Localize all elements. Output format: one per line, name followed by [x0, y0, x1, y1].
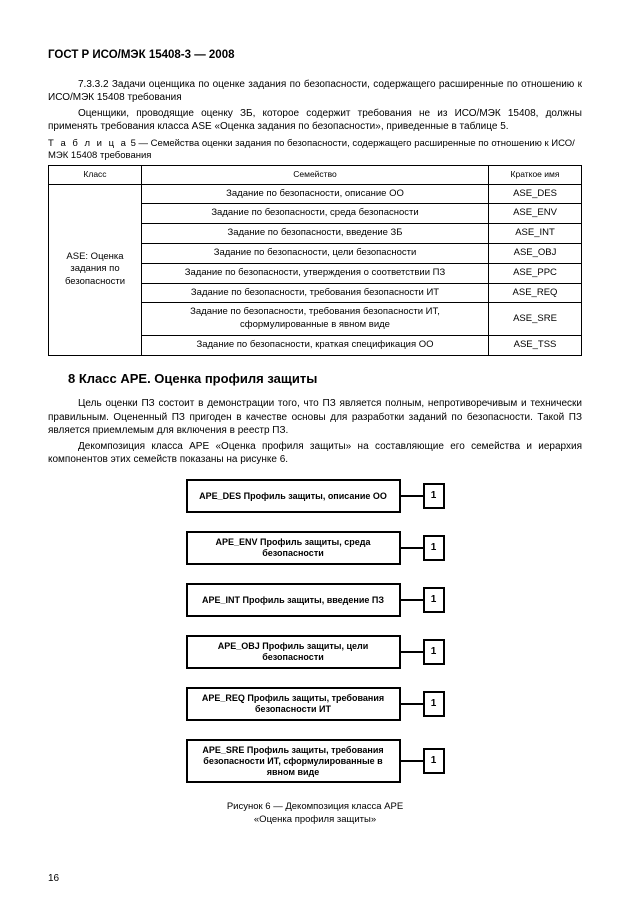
- diagram-row: APE_SRE Профиль защиты, требования безоп…: [48, 739, 582, 783]
- paragraph-goal: Цель оценки ПЗ состоит в демонстрации то…: [48, 397, 582, 438]
- cell-family: Задание по безопасности, цели безопаснос…: [142, 244, 489, 264]
- cell-short: ASE_TSS: [489, 336, 582, 356]
- diagram-box: APE_OBJ Профиль защиты, цели безопасност…: [186, 635, 401, 669]
- diagram-box: APE_INT Профиль защиты, введение ПЗ: [186, 583, 401, 617]
- th-family: Семейство: [142, 166, 489, 184]
- diagram-connector: [401, 703, 423, 705]
- diagram-number: 1: [423, 483, 445, 509]
- diagram-connector: [401, 495, 423, 497]
- cell-short: ASE_SRE: [489, 303, 582, 336]
- document-header: ГОСТ Р ИСО/МЭК 15408-3 — 2008: [48, 48, 582, 64]
- diagram-number: 1: [423, 691, 445, 717]
- figure-6-diagram: APE_DES Профиль защиты, описание ОО 1 AP…: [48, 479, 582, 783]
- table-header-row: Класс Семейство Краткое имя: [49, 166, 582, 184]
- cell-short: ASE_INT: [489, 224, 582, 244]
- table-caption-num: 5: [131, 138, 136, 149]
- section-8-title: 8 Класс APE. Оценка профиля защиты: [68, 370, 582, 388]
- table-row: ASE: Оценка задания по безопасности Зада…: [49, 184, 582, 204]
- diagram-number: 1: [423, 535, 445, 561]
- th-short: Краткое имя: [489, 166, 582, 184]
- diagram-connector: [401, 760, 423, 762]
- cell-short: ASE_PPC: [489, 263, 582, 283]
- table-5: Класс Семейство Краткое имя ASE: Оценка …: [48, 165, 582, 356]
- cell-family: Задание по безопасности, требования безо…: [142, 283, 489, 303]
- figure-6-caption: Рисунок 6 — Декомпозиция класса APE «Оце…: [48, 801, 582, 826]
- page-number: 16: [48, 872, 59, 886]
- diagram-box: APE_SRE Профиль защиты, требования безоп…: [186, 739, 401, 783]
- diagram-row: APE_REQ Профиль защиты, требования безоп…: [48, 687, 582, 721]
- diagram-box: APE_REQ Профиль защиты, требования безоп…: [186, 687, 401, 721]
- table-caption-text: — Семейства оценки задания по безопаснос…: [48, 138, 575, 162]
- th-class: Класс: [49, 166, 142, 184]
- diagram-connector: [401, 651, 423, 653]
- page: ГОСТ Р ИСО/МЭК 15408-3 — 2008 7.3.3.2 За…: [0, 0, 630, 913]
- cell-class: ASE: Оценка задания по безопасности: [49, 184, 142, 355]
- paragraph-decomposition: Декомпозиция класса APE «Оценка профиля …: [48, 440, 582, 467]
- diagram-row: APE_ENV Профиль защиты, среда безопаснос…: [48, 531, 582, 565]
- cell-short: ASE_ENV: [489, 204, 582, 224]
- cell-short: ASE_DES: [489, 184, 582, 204]
- cell-family: Задание по безопасности, введение ЗБ: [142, 224, 489, 244]
- diagram-row: APE_INT Профиль защиты, введение ПЗ 1: [48, 583, 582, 617]
- paragraph-7332: 7.3.3.2 Задачи оценщика по оценке задани…: [48, 78, 582, 105]
- diagram-number: 1: [423, 639, 445, 665]
- cell-family: Задание по безопасности, описание ОО: [142, 184, 489, 204]
- figure-caption-line1: Рисунок 6 — Декомпозиция класса APE: [227, 801, 403, 812]
- cell-short: ASE_OBJ: [489, 244, 582, 264]
- diagram-row: APE_OBJ Профиль защиты, цели безопасност…: [48, 635, 582, 669]
- diagram-connector: [401, 599, 423, 601]
- diagram-box: APE_ENV Профиль защиты, среда безопаснос…: [186, 531, 401, 565]
- diagram-row: APE_DES Профиль защиты, описание ОО 1: [48, 479, 582, 513]
- cell-family: Задание по безопасности, утверждения о с…: [142, 263, 489, 283]
- cell-family: Задание по безопасности, требования безо…: [142, 303, 489, 336]
- diagram-number: 1: [423, 748, 445, 774]
- cell-family: Задание по безопасности, среда безопасно…: [142, 204, 489, 224]
- diagram-box: APE_DES Профиль защиты, описание ОО: [186, 479, 401, 513]
- cell-short: ASE_REQ: [489, 283, 582, 303]
- table-caption-label: Т а б л и ц а: [48, 138, 128, 149]
- paragraph-evaluators: Оценщики, проводящие оценку ЗБ, которое …: [48, 107, 582, 134]
- cell-family: Задание по безопасности, краткая специфи…: [142, 336, 489, 356]
- diagram-connector: [401, 547, 423, 549]
- figure-caption-line2: «Оценка профиля защиты»: [254, 814, 376, 825]
- table-5-caption: Т а б л и ц а 5 — Семейства оценки задан…: [48, 138, 582, 164]
- diagram-number: 1: [423, 587, 445, 613]
